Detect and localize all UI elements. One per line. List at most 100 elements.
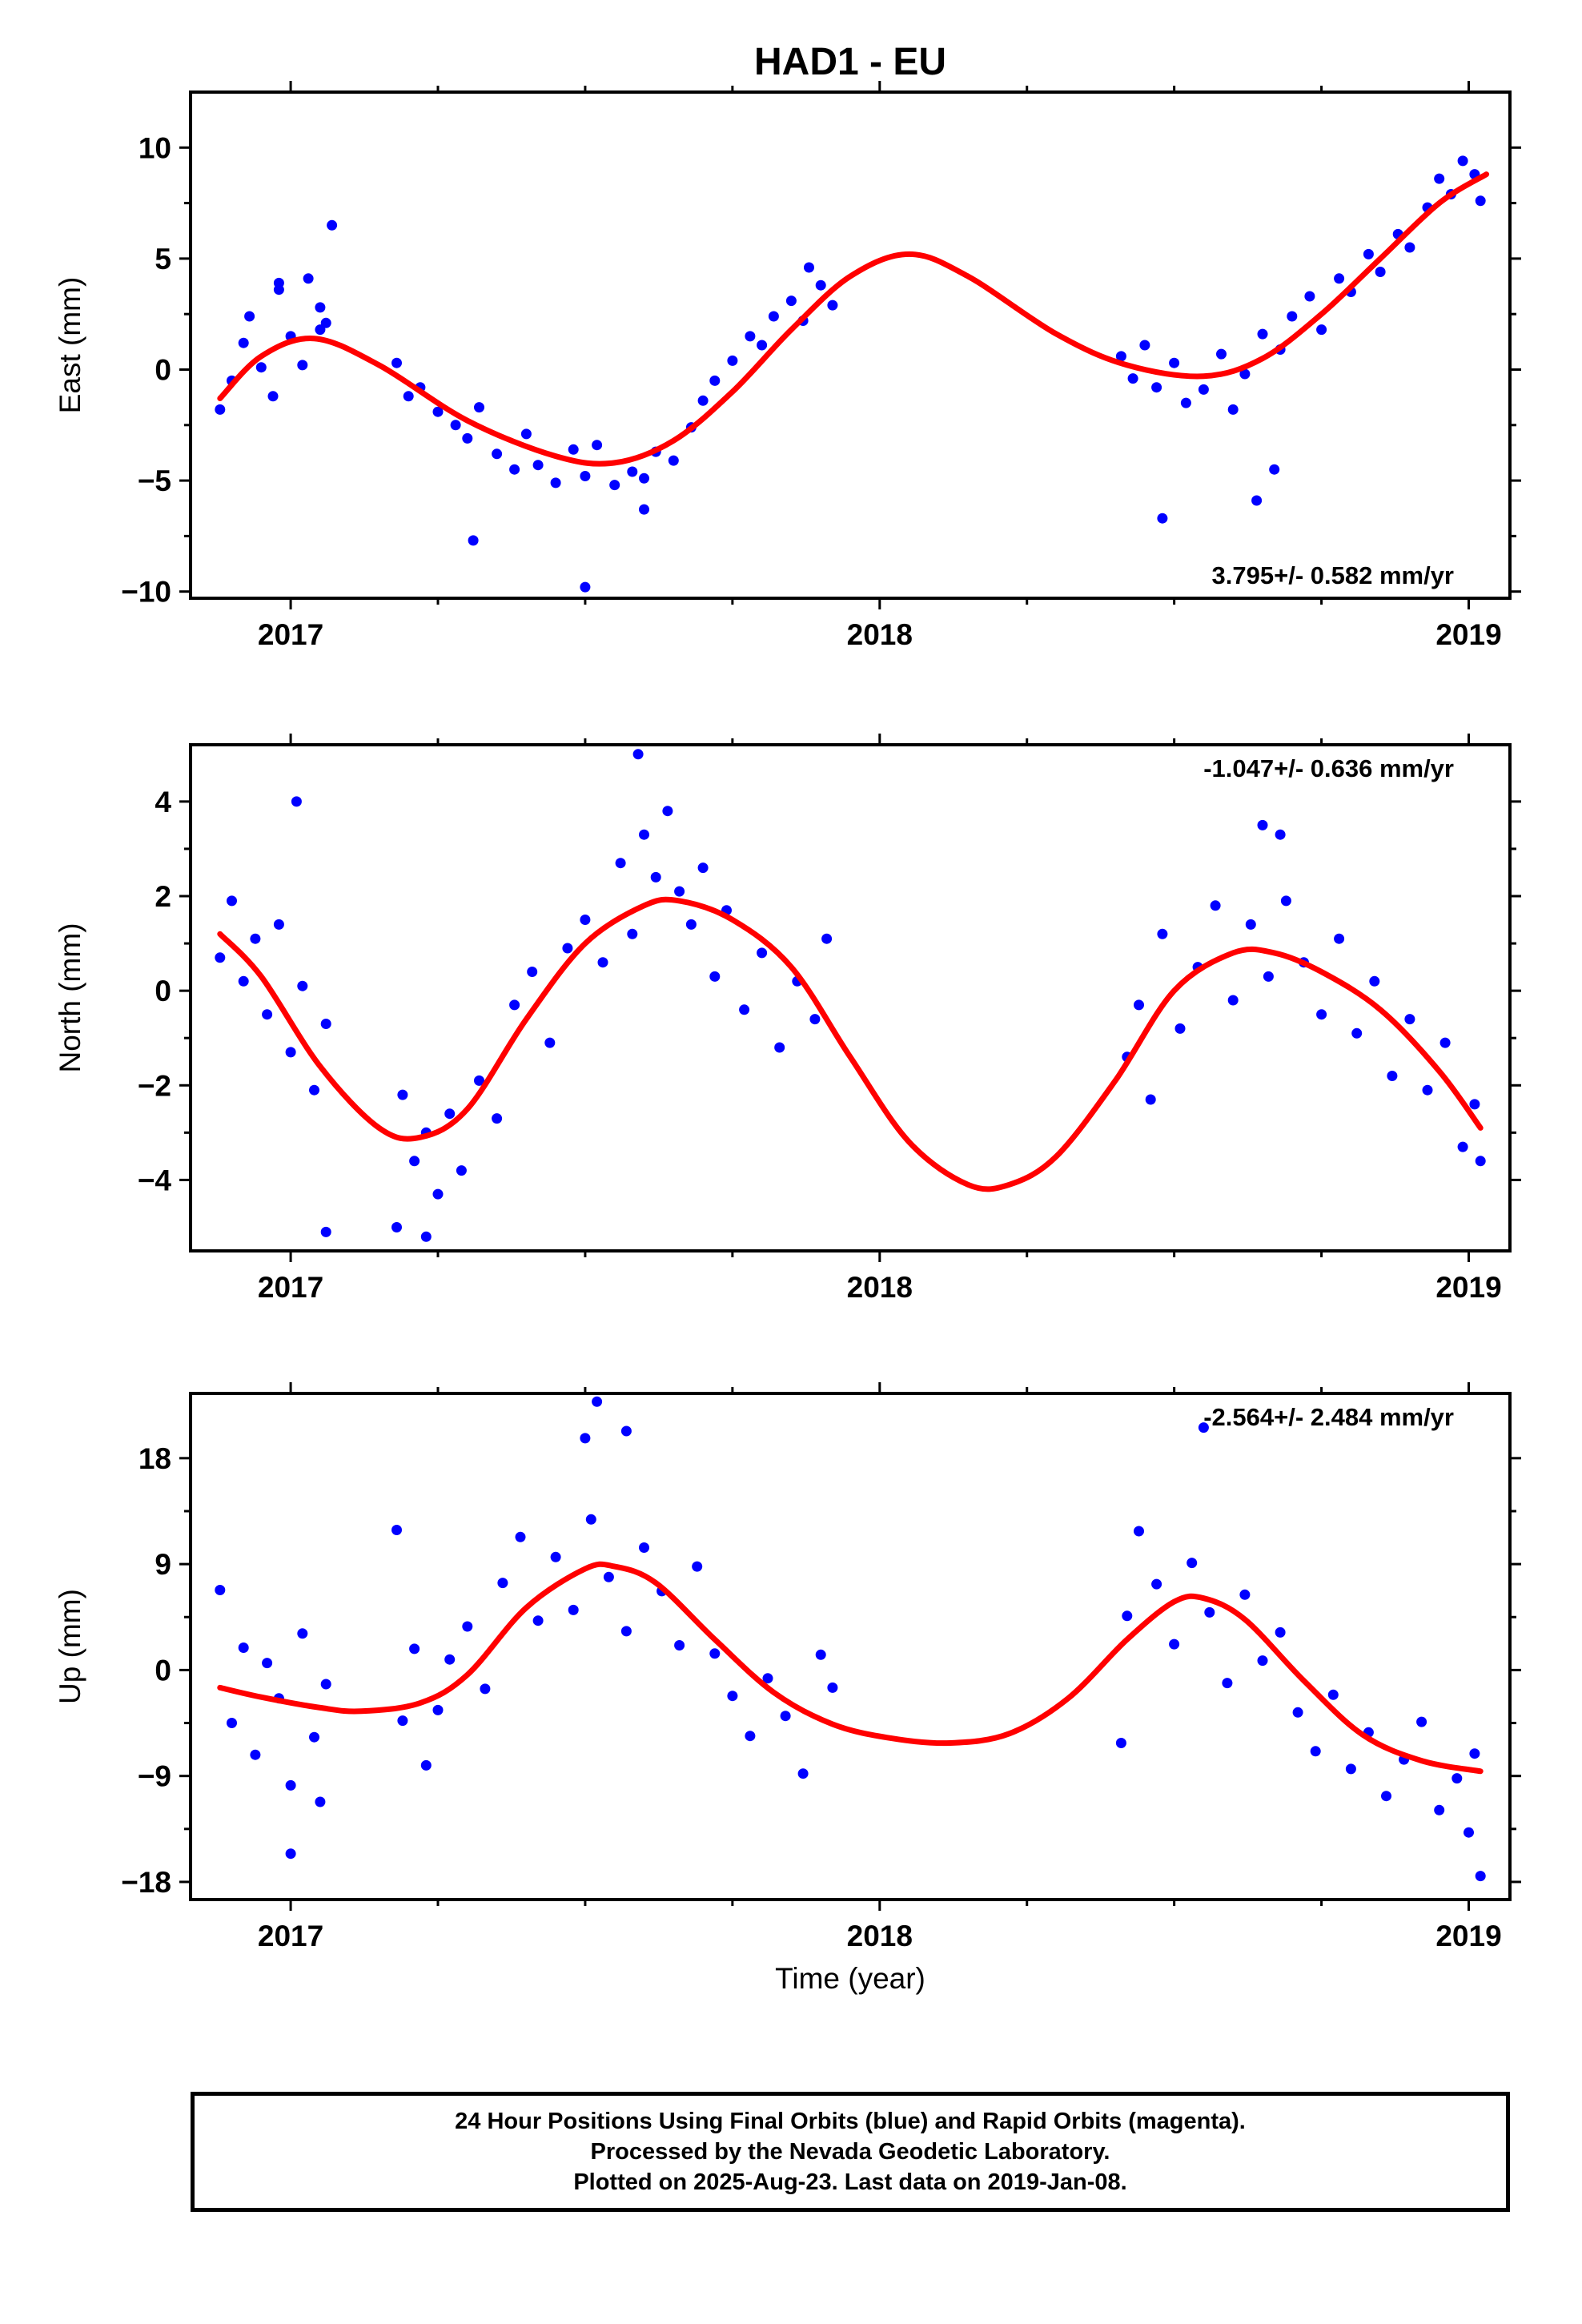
data-point <box>1404 1014 1415 1025</box>
data-point <box>580 471 591 481</box>
data-point <box>762 1673 773 1684</box>
data-point <box>1439 1037 1451 1048</box>
data-point <box>627 928 638 939</box>
data-point <box>1204 1606 1215 1618</box>
y-tick-label: −2 <box>138 1069 171 1102</box>
data-point <box>709 971 721 982</box>
data-point <box>303 273 314 284</box>
data-point <box>391 357 402 368</box>
data-point <box>262 1658 273 1669</box>
data-point <box>1227 995 1239 1006</box>
data-point <box>1345 1763 1356 1775</box>
data-point <box>238 1642 249 1653</box>
data-point <box>804 262 814 273</box>
data-point <box>420 1231 432 1242</box>
data-point <box>315 302 326 313</box>
data-point <box>780 1711 791 1722</box>
footer-line-dates: Plotted on 2025-Aug-23. Last data on 201… <box>573 2169 1127 2195</box>
y-tick-label: −5 <box>138 464 171 497</box>
data-point <box>697 395 709 406</box>
data-point <box>1251 495 1263 506</box>
x-axis-label: Time (year) <box>775 1962 926 1995</box>
data-point <box>474 402 484 413</box>
data-point <box>432 406 444 417</box>
data-point <box>497 1578 508 1589</box>
data-point <box>1457 155 1468 167</box>
y-axis-label-up: Up (mm) <box>54 1589 86 1704</box>
y-tick-label: 0 <box>155 353 171 386</box>
data-point <box>627 466 638 477</box>
data-point <box>215 1585 226 1595</box>
data-point <box>1245 919 1256 930</box>
data-point <box>1422 1084 1433 1096</box>
data-point <box>480 1683 491 1695</box>
x-tick-label: 2017 <box>258 1271 323 1304</box>
data-point <box>550 477 561 489</box>
x-tick-label: 2017 <box>258 1920 323 1952</box>
data-point <box>1310 1746 1321 1757</box>
points-east <box>215 155 1486 593</box>
data-point <box>227 1718 237 1728</box>
data-point <box>1198 1422 1209 1433</box>
data-point <box>1115 1738 1126 1748</box>
data-point <box>1174 1023 1186 1034</box>
footer-line-orbits: 24 Hour Positions Using Final Orbits (bl… <box>455 2109 1246 2134</box>
data-point <box>815 1649 826 1660</box>
data-point <box>615 858 626 869</box>
fit-curve-north <box>217 896 1484 1192</box>
data-point <box>1216 348 1227 360</box>
data-point <box>550 1551 561 1562</box>
chart-title: HAD1 - EU <box>754 41 946 83</box>
data-point <box>238 975 249 987</box>
data-point <box>620 1626 632 1637</box>
data-point <box>492 1113 503 1124</box>
data-point <box>1304 291 1315 302</box>
data-point <box>273 919 284 930</box>
y-tick-label: 9 <box>155 1548 171 1581</box>
data-point <box>320 1019 331 1029</box>
x-tick-label: 2018 <box>847 1271 913 1304</box>
data-point <box>821 933 833 944</box>
data-point <box>585 1514 596 1525</box>
data-point <box>609 480 620 491</box>
fit-curve-up <box>217 1561 1484 1775</box>
data-point <box>285 1779 296 1791</box>
data-point <box>597 957 608 968</box>
data-point <box>1180 397 1191 408</box>
data-point <box>444 1654 456 1665</box>
points-north <box>215 749 1486 1242</box>
data-point <box>273 284 284 296</box>
data-point <box>515 1531 526 1542</box>
footer-line-processor: Processed by the Nevada Geodetic Laborat… <box>590 2139 1110 2165</box>
data-point <box>262 1009 273 1020</box>
points-up <box>215 1396 1486 1882</box>
data-point <box>797 1768 809 1779</box>
y-tick-label: 10 <box>139 131 171 164</box>
data-point <box>709 1648 721 1659</box>
data-point <box>1169 357 1180 368</box>
data-point <box>238 337 249 348</box>
data-point <box>397 1089 408 1100</box>
data-point <box>592 440 603 451</box>
data-point <box>532 460 544 471</box>
data-point <box>827 300 838 311</box>
data-point <box>639 829 649 840</box>
y-tick-label: 2 <box>155 880 171 913</box>
data-point <box>462 432 473 444</box>
data-point <box>1275 829 1286 840</box>
data-point <box>1222 1678 1233 1689</box>
data-point <box>450 420 461 431</box>
data-point <box>1475 195 1486 207</box>
data-point <box>1263 971 1274 982</box>
data-point <box>456 1165 467 1176</box>
data-point <box>592 1396 603 1407</box>
data-point <box>509 999 520 1011</box>
footer-info-box: 24 Hour Positions Using Final Orbits (bl… <box>191 2092 1510 2212</box>
data-point <box>309 1084 319 1096</box>
data-point <box>285 1848 296 1860</box>
data-point <box>1227 404 1239 415</box>
data-point <box>1151 1578 1162 1590</box>
data-point <box>1404 242 1415 253</box>
data-point <box>1351 1027 1363 1039</box>
